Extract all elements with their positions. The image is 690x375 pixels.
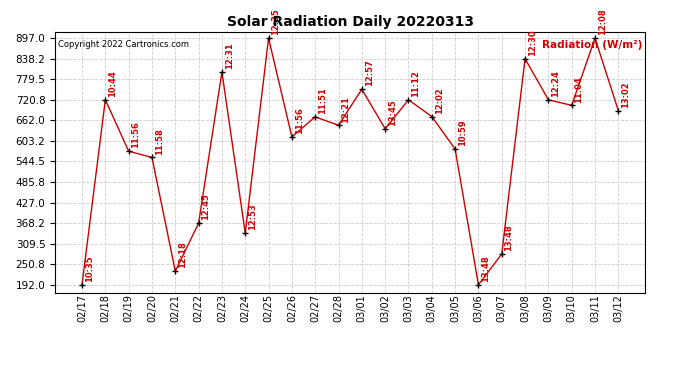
Text: 10:35: 10:35	[85, 255, 94, 282]
Text: 12:18: 12:18	[178, 242, 187, 268]
Text: 11:04: 11:04	[575, 76, 584, 102]
Text: Copyright 2022 Cartronics.com: Copyright 2022 Cartronics.com	[58, 40, 189, 49]
Text: 11:56: 11:56	[295, 107, 304, 134]
Text: 12:24: 12:24	[551, 70, 560, 97]
Text: 12:53: 12:53	[248, 204, 257, 230]
Text: 12:30: 12:30	[528, 29, 537, 56]
Text: 12:35: 12:35	[271, 9, 280, 35]
Text: 11:56: 11:56	[131, 122, 141, 148]
Title: Solar Radiation Daily 20220313: Solar Radiation Daily 20220313	[227, 15, 473, 29]
Text: 12:45: 12:45	[201, 194, 210, 220]
Text: 12:57: 12:57	[364, 60, 373, 87]
Text: Radiation (W/m²): Radiation (W/m²)	[542, 40, 642, 50]
Text: 11:51: 11:51	[318, 87, 327, 114]
Text: 10:59: 10:59	[458, 120, 467, 146]
Text: 10:44: 10:44	[108, 70, 117, 97]
Text: 11:58: 11:58	[155, 128, 164, 154]
Text: 13:45: 13:45	[388, 99, 397, 126]
Text: 12:02: 12:02	[435, 87, 444, 114]
Text: 13:48: 13:48	[481, 255, 490, 282]
Text: 11:12: 11:12	[411, 70, 420, 97]
Text: 13:02: 13:02	[621, 81, 630, 108]
Text: 12:31: 12:31	[225, 43, 234, 69]
Text: 12:08: 12:08	[598, 9, 607, 35]
Text: 13:48: 13:48	[504, 225, 513, 251]
Text: 12:21: 12:21	[342, 96, 351, 123]
